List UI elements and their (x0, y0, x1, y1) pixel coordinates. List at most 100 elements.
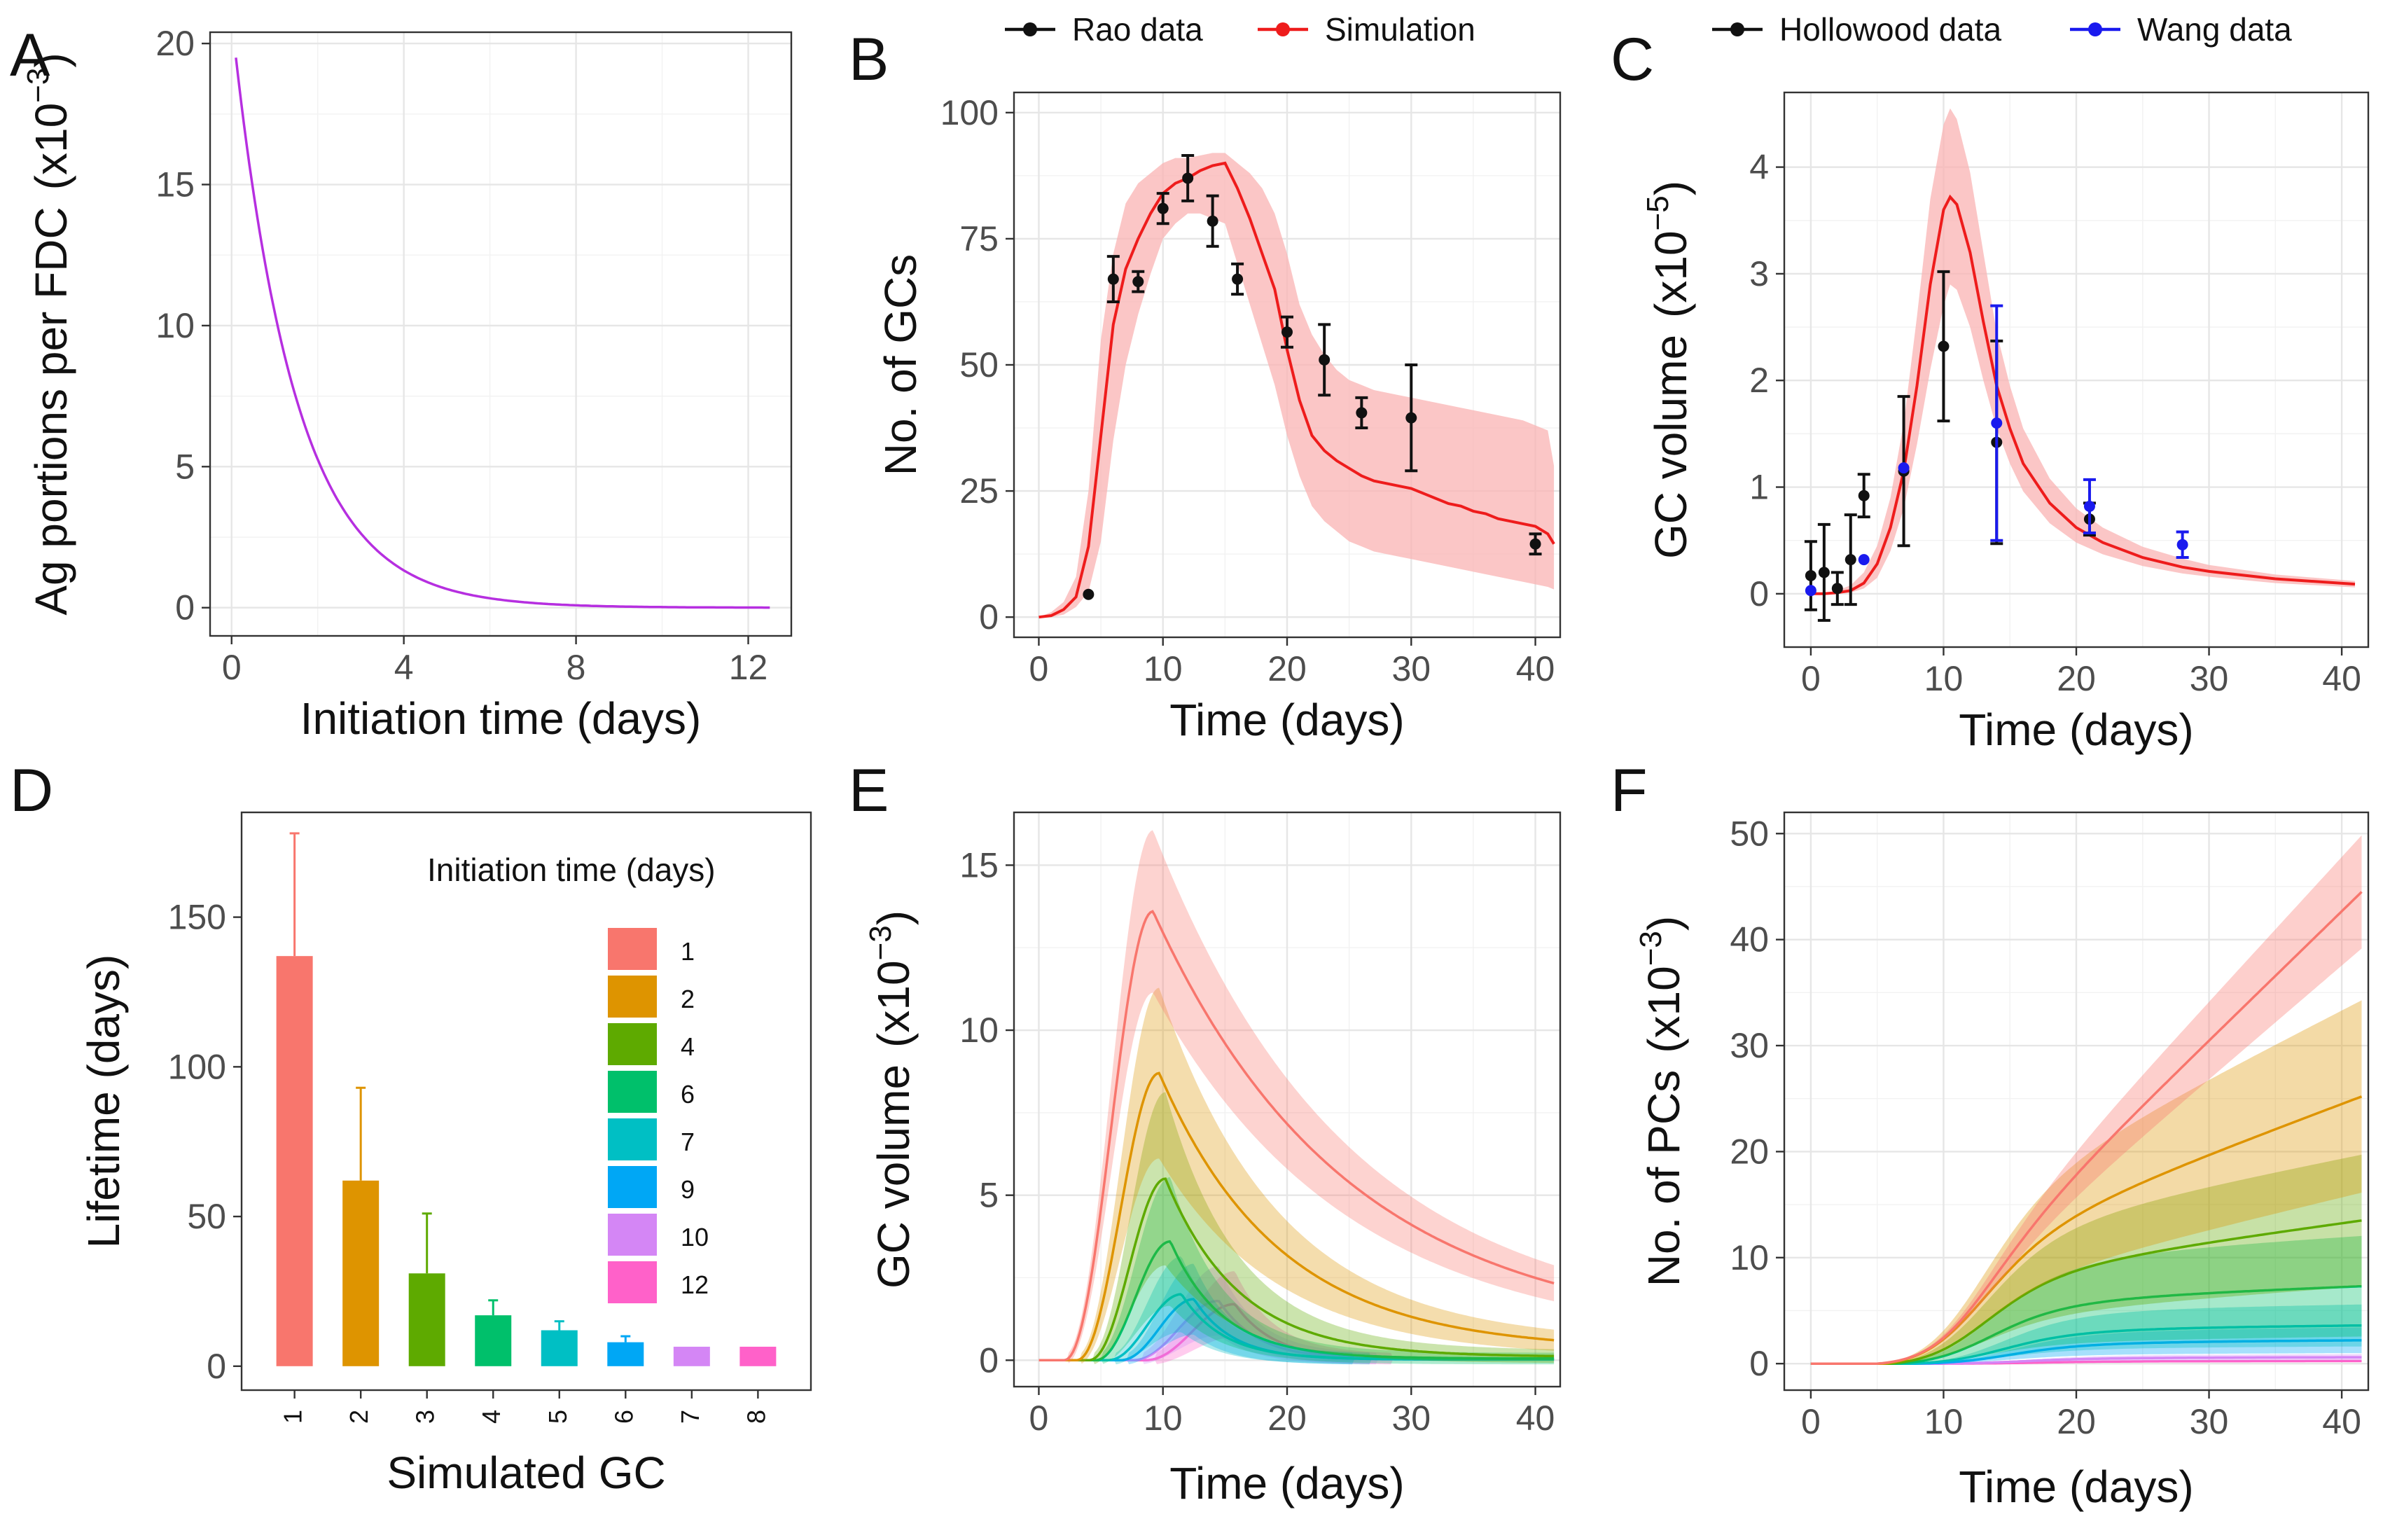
legend-title: Initiation time (days) (427, 852, 716, 888)
legend-swatch-9 (608, 1166, 657, 1208)
plot-frame (1783, 811, 2370, 1392)
wang-data-point (1805, 585, 1816, 597)
x-tick-label: 40 (2322, 659, 2361, 698)
y-tick-label: 30 (1730, 1026, 1769, 1065)
legend-swatch-6 (608, 1071, 657, 1113)
wang-data-point (1991, 417, 2003, 429)
y-tick-label: 50 (1730, 814, 1769, 853)
y-tick-label: 0 (979, 597, 999, 637)
legend-swatch-4 (608, 1023, 657, 1065)
y-axis-label: Ag portions per FDC (x10−3) (21, 53, 76, 615)
band-initiation-7 (1038, 1256, 1555, 1365)
legend-swatch-2 (608, 976, 657, 1018)
y-tick-label: 75 (959, 219, 999, 258)
x-tick-label: 8 (567, 648, 586, 687)
y-axis-label-main: No. of GCs (875, 254, 926, 476)
bar-gc-2 (342, 1180, 380, 1366)
legend-swatch-7 (608, 1118, 657, 1160)
rao-data-point (1529, 538, 1541, 550)
x-tick-label: 20 (2057, 1402, 2096, 1441)
y-tick-label: 2 (1749, 361, 1769, 400)
y-tick-label: 25 (959, 471, 999, 511)
x-tick-label: 0 (222, 648, 242, 687)
wang-data-point (2083, 500, 2095, 512)
y-tick-label: 1 (1749, 468, 1769, 507)
line-initiation-1 (1810, 891, 2363, 1365)
legend-key-marker (1276, 22, 1290, 36)
x-tick-label: 20 (2057, 659, 2096, 698)
plot-frame (1013, 91, 1562, 639)
simulation-line (1810, 194, 2356, 595)
band-initiation-4 (1810, 1154, 2362, 1364)
legend-label-7: 7 (681, 1128, 695, 1156)
hollowood-data-point (1818, 567, 1830, 578)
legend-label: Rao data (1072, 11, 1203, 48)
legend-label: Hollowood data (1779, 11, 2002, 48)
y-axis-label-main: GC volume (1646, 335, 1696, 559)
panel-f-plasma-cells-chart: 0 10 20 30 40 0 10 20 30 40 50 Time (days) No. of PC… (1634, 811, 2370, 1512)
x-tick-label: 12 (729, 648, 768, 687)
y-tick-label: 5 (979, 1176, 999, 1215)
panel-b-gc-count-chart: 0 10 20 30 40 0 25 50 75 100 Time (days) No. of GCs… (875, 11, 1562, 745)
y-axis-label-close: ) (1639, 916, 1689, 931)
x-tick-label: 0 (1029, 1399, 1049, 1438)
legend-label-4: 4 (681, 1032, 695, 1061)
y-axis-label-exponent: −3 (21, 68, 55, 103)
legend-label-10: 10 (681, 1223, 709, 1251)
hollowood-data-point (1858, 490, 1870, 501)
y-tick-label: 0 (175, 588, 195, 627)
rao-data-point (1182, 172, 1194, 184)
y-axis-label: GC volume (x10−3) (863, 910, 919, 1289)
y-axis-label-unit: (x10 (26, 103, 76, 190)
x-tick-label: 20 (1267, 649, 1307, 688)
legend-label-12: 12 (681, 1270, 709, 1299)
panel-label-c: C (1611, 26, 1654, 93)
y-tick-label: 10 (1730, 1238, 1769, 1277)
y-axis-label-main: GC volume (868, 1064, 919, 1289)
x-tick-label: 10 (1924, 659, 1964, 698)
x-tick-label: 10 (1144, 1399, 1183, 1438)
x-tick-label: 2 (345, 1410, 373, 1424)
y-tick-label: 4 (1749, 148, 1769, 187)
y-axis-label-unit: (x10 (1646, 230, 1696, 318)
hollowood-data-point (1844, 554, 1856, 566)
rao-data-point (1132, 276, 1144, 288)
y-tick-label: 3 (1749, 254, 1769, 293)
x-tick-label: 3 (411, 1410, 440, 1424)
simulation-line (1038, 161, 1555, 619)
bar-gc-1 (276, 956, 313, 1366)
x-tick-label: 1 (279, 1410, 307, 1424)
panel-label-a: A (10, 22, 50, 89)
panel-label-b: B (849, 26, 889, 93)
x-tick-label: 10 (1144, 649, 1183, 688)
x-tick-label: 0 (1029, 649, 1049, 688)
y-axis-label-exponent: −3 (1634, 931, 1668, 966)
y-axis-label-main: Ag portions per FDC (26, 207, 76, 615)
legend-label: Simulation (1325, 11, 1475, 48)
y-tick-label: 0 (1749, 1344, 1769, 1383)
hollowood-data-point (1805, 569, 1816, 581)
band-initiation-4 (1038, 1092, 1555, 1364)
band-initiation-6 (1038, 1177, 1555, 1365)
rao-data-point (1083, 588, 1095, 600)
x-tick-label: 30 (1391, 649, 1431, 688)
y-axis-label-exponent: −3 (863, 925, 898, 960)
rao-data-point (1319, 354, 1331, 366)
bar-gc-8 (739, 1347, 777, 1366)
legend-label: Wang data (2137, 11, 2292, 48)
x-axis-label: Initiation time (days) (300, 693, 702, 744)
band-initiation-12 (1038, 1271, 1555, 1365)
plot-frame (1783, 91, 2370, 648)
y-axis-label: Lifetime (days) (78, 955, 129, 1249)
x-tick-label: 40 (1516, 1399, 1555, 1438)
rao-data-point (1405, 412, 1417, 424)
band-initiation-9 (1038, 1263, 1555, 1365)
x-tick-label: 7 (676, 1410, 704, 1424)
band-initiation-1 (1038, 830, 1555, 1364)
line-initiation-1 (1038, 910, 1555, 1362)
rao-data-point (1157, 202, 1169, 214)
rao-data-point (1207, 215, 1218, 227)
plot-frame (240, 811, 812, 1392)
